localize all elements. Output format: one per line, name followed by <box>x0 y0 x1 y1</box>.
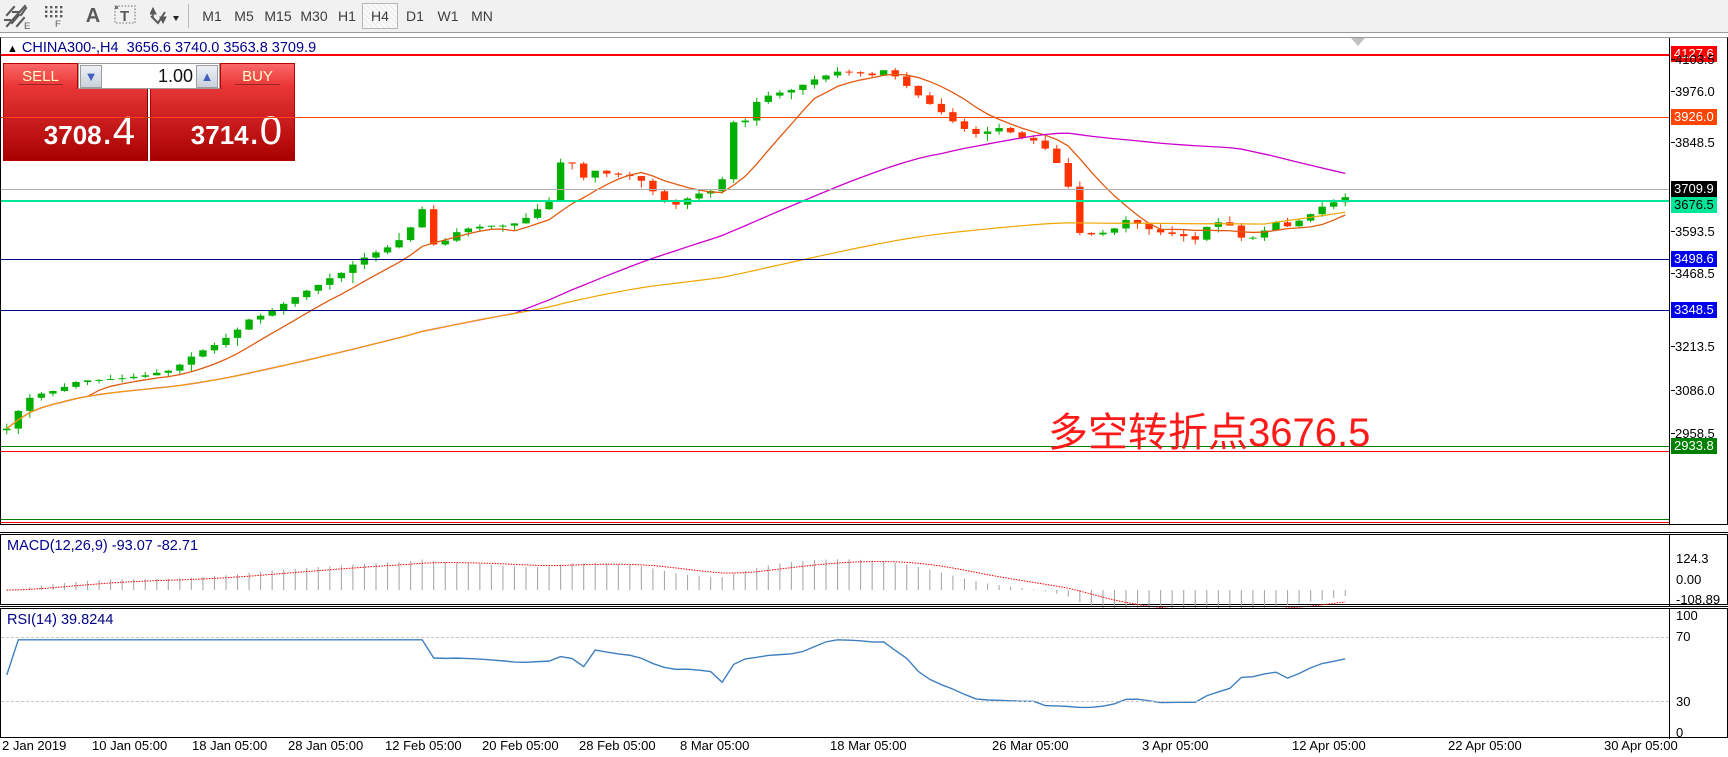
svg-text:E: E <box>24 21 30 30</box>
svg-text:T: T <box>120 8 129 25</box>
svg-text:F: F <box>55 19 61 28</box>
